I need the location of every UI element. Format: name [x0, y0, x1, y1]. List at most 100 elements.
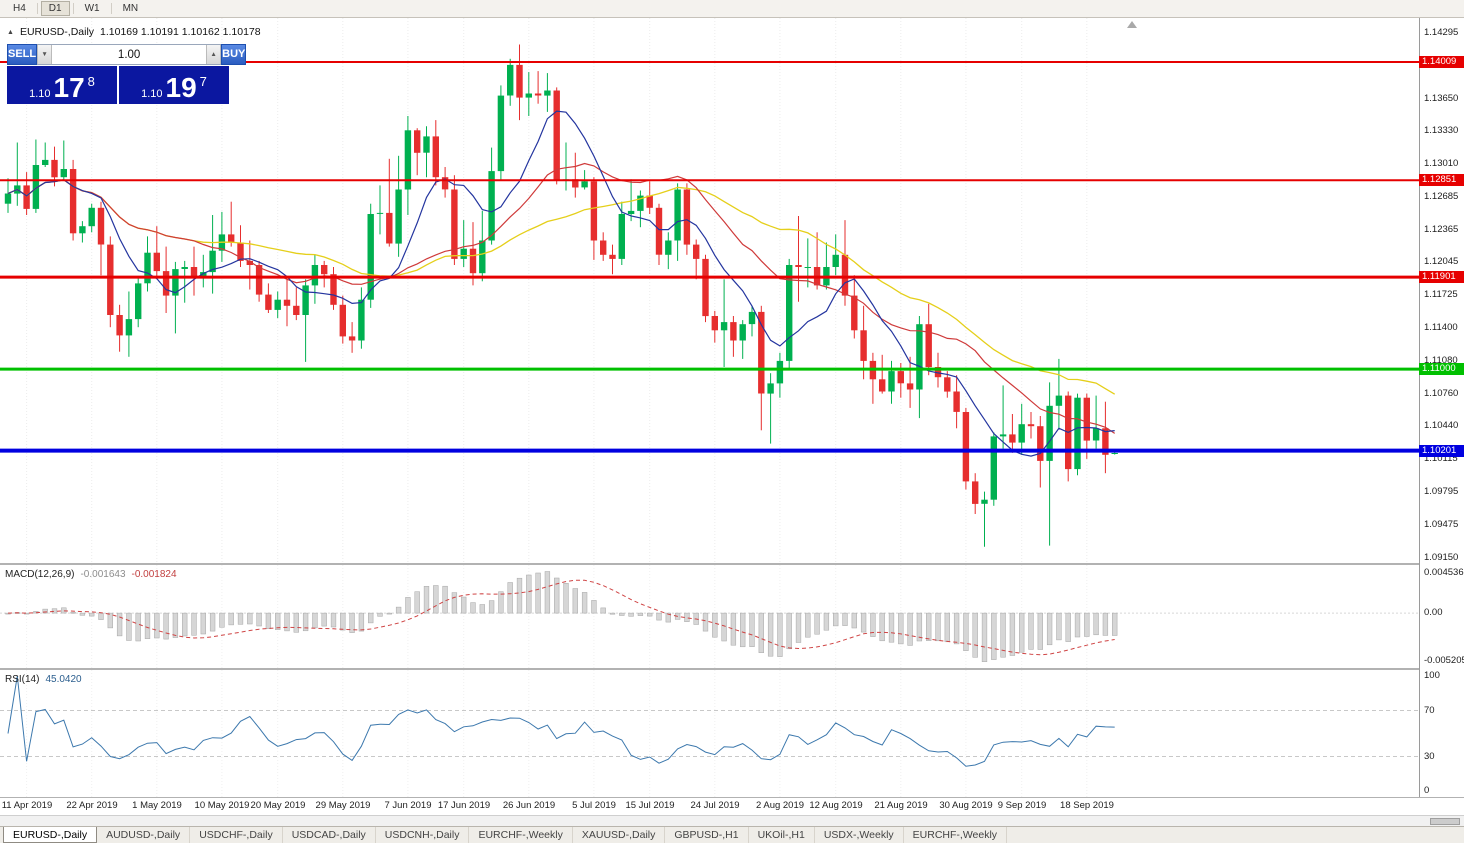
toolbar-separator [72, 3, 74, 14]
price-tick: 1.13330 [1424, 125, 1459, 136]
price-tick: 1.11725 [1424, 289, 1458, 300]
price-tick: 1.10115 [1424, 453, 1458, 464]
date-label: 26 Jun 2019 [502, 800, 556, 811]
macd-main-value: -0.001643 [80, 569, 126, 580]
buy-price-box[interactable]: 1.10 19 7 [119, 66, 229, 104]
price-tag: 1.11000 [1419, 363, 1464, 375]
date-label: 20 May 2019 [250, 800, 306, 811]
price-tag: 1.14009 [1419, 56, 1464, 68]
ma-fast-line [7, 110, 1115, 457]
date-axis[interactable]: 11 Apr 2019 22 Apr 2019 1 May 2019 10 May 2… [0, 798, 1419, 815]
price-tick: 1.09795 [1424, 486, 1459, 497]
collapse-panel-icon[interactable]: ▲ [7, 28, 14, 36]
panel-splitter [0, 797, 1464, 798]
chart-tab[interactable]: USDCNH-,Daily [376, 827, 470, 843]
price-tick: 1.11080 [1424, 355, 1458, 366]
macd-histogram [5, 571, 1118, 662]
price-scale[interactable]: 1.142951.139801.136501.133301.130101.126… [1419, 18, 1464, 797]
buy-price-point: 7 [199, 74, 207, 89]
macd-signal-value: -0.001824 [131, 569, 177, 580]
rsi-axis-label: 100 [1424, 670, 1440, 681]
sell-price-prefix: 1.10 [29, 88, 51, 100]
chart-tab[interactable]: EURUSD-,Daily [3, 827, 98, 843]
timeframe-toolbar: H4 D1 W1 MN [0, 0, 1464, 18]
date-label: 9 Sep 2019 [997, 800, 1047, 811]
chart-window: 1.142951.139801.136501.133301.130101.126… [0, 18, 1464, 826]
date-label: 10 May 2019 [194, 800, 250, 811]
date-label: 12 Aug 2019 [809, 800, 863, 811]
sell-button[interactable]: SELL [7, 44, 38, 65]
buy-price-prefix: 1.10 [141, 88, 163, 100]
price-tick: 1.12365 [1424, 224, 1459, 235]
volume-up-icon: ▲ [210, 51, 217, 58]
candles [4, 44, 1118, 547]
one-click-trading-panel: SELL ▼ ▲ BUY 1.10 17 8 [7, 44, 247, 104]
macd-axis-zero: 0.00 [1424, 607, 1443, 618]
date-label: 5 Jul 2019 [572, 800, 616, 811]
price-tick: 1.12685 [1424, 191, 1459, 202]
date-label: 18 Sep 2019 [1060, 800, 1114, 811]
sell-price-point: 8 [87, 74, 95, 89]
volume-down-icon: ▼ [41, 51, 48, 58]
hscrollbar-thumb[interactable] [1430, 818, 1460, 825]
price-tick: 1.12045 [1424, 256, 1459, 267]
rsi-canvas[interactable] [0, 670, 1419, 797]
date-label: 2 Aug 2019 [755, 800, 805, 811]
timeframe-button-mn[interactable]: MN [122, 3, 139, 14]
panel-splitter[interactable] [0, 668, 1464, 670]
volume-input[interactable] [52, 45, 207, 64]
chart-tab[interactable]: UKOil-,H1 [749, 827, 815, 843]
panel-splitter[interactable] [0, 563, 1464, 565]
toolbar-separator [36, 3, 38, 14]
rsi-axis-label: 0 [1424, 785, 1430, 796]
chart-tabs-bar: EURUSD-,Daily AUDUSD-,Daily USDCHF-,Daily U… [0, 826, 1464, 843]
price-tick: 1.14295 [1424, 27, 1459, 38]
price-tick: 1.11400 [1424, 322, 1458, 333]
date-label: 17 Jun 2019 [437, 800, 491, 811]
price-tick: 1.09475 [1424, 519, 1459, 530]
horizontal-scrollbar[interactable] [0, 815, 1464, 826]
rsi-indicator-label: RSI(14) 45.0420 [5, 674, 82, 685]
toolbar-separator [110, 3, 112, 14]
chart-shift-marker-icon[interactable] [1127, 21, 1137, 28]
rsi-axis-label: 70 [1424, 705, 1435, 716]
volume-increase-button[interactable]: ▲ [206, 45, 222, 64]
date-label: 22 Apr 2019 [66, 800, 118, 811]
buy-button[interactable]: BUY [221, 44, 247, 65]
price-tick: 1.13650 [1424, 93, 1459, 104]
chart-tab[interactable]: USDCHF-,Daily [190, 827, 283, 843]
ma-mid-line [7, 162, 1116, 434]
date-label: 30 Aug 2019 [939, 800, 993, 811]
rsi-line [7, 675, 1115, 767]
timeframe-button-d1[interactable]: D1 [40, 1, 70, 16]
timeframe-button-w1[interactable]: W1 [84, 3, 100, 14]
grid [26, 18, 1088, 563]
price-tag: 1.12851 [1419, 174, 1464, 186]
symbol-period-label: EURUSD-,Daily [19, 26, 95, 38]
date-label: 24 Jul 2019 [690, 800, 740, 811]
chart-tab[interactable]: EURCHF-,Weekly [469, 827, 573, 843]
date-label: 7 Jun 2019 [384, 800, 432, 811]
chart-tab[interactable]: EURCHF-,Weekly [904, 827, 1008, 843]
macd-canvas[interactable] [0, 565, 1419, 668]
chart-tab[interactable]: USDCAD-,Daily [283, 827, 376, 843]
volume-decrease-button[interactable]: ▼ [37, 45, 53, 64]
chart-tab[interactable]: AUDUSD-,Daily [97, 827, 191, 843]
chart-tab[interactable]: XAUUSD-,Daily [573, 827, 666, 843]
price-tick: 1.09150 [1424, 552, 1459, 563]
sell-price-box[interactable]: 1.10 17 8 [7, 66, 117, 104]
buy-price-pips: 19 [165, 72, 197, 103]
timeframe-button-h4[interactable]: H4 [13, 3, 26, 14]
chart-tab[interactable]: GBPUSD-,H1 [665, 827, 749, 843]
date-label: 15 Jul 2019 [625, 800, 675, 811]
macd-axis-min: -0.005205 [1424, 655, 1464, 666]
sell-price-pips: 17 [53, 72, 85, 103]
rsi-axis-label: 30 [1424, 751, 1435, 762]
chart-title: ▲ EURUSD-,Daily 1.10169 1.10191 1.10162 … [7, 26, 261, 38]
rsi-value: 45.0420 [45, 674, 82, 685]
volume-control: ▼ ▲ [37, 44, 222, 65]
price-tick: 1.13010 [1424, 158, 1459, 169]
ohlc-readout: 1.10169 1.10191 1.10162 1.10178 [100, 26, 261, 38]
chart-tab[interactable]: USDX-,Weekly [815, 827, 904, 843]
